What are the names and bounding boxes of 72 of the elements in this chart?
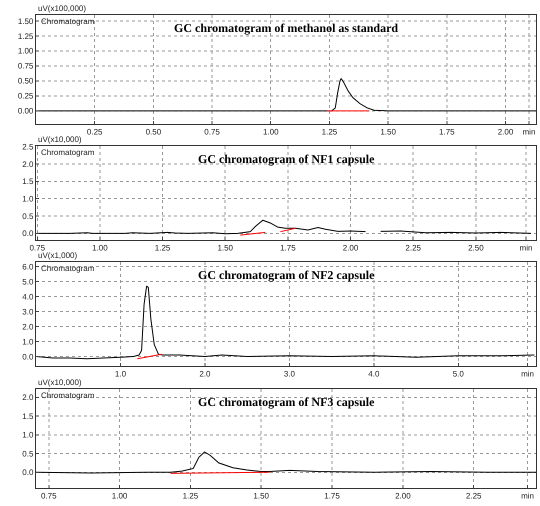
x-tick-label: 1.50: [380, 128, 396, 137]
x-tick-label: 1.75: [324, 492, 340, 501]
x-tick-label: 1.0: [114, 370, 127, 379]
y-tick-label: 1.0: [22, 194, 34, 204]
y-tick-label: 0.5: [22, 212, 34, 221]
y-tick-label: 0.75: [18, 62, 34, 71]
x-tick-label: 0.75: [40, 492, 58, 501]
x-tick-label: 4.0: [368, 370, 380, 379]
y-axis-title: uV(x1,000): [38, 251, 78, 260]
y-axis-title: uV(x10,000): [38, 378, 82, 387]
x-tick-label: min: [521, 370, 534, 379]
y-tick-label: 0.0: [22, 229, 34, 238]
y-axis-title: uV(x100,000): [38, 4, 86, 13]
y-tick-label: 0.25: [18, 92, 34, 101]
y-tick-label: 2.5: [22, 142, 34, 152]
x-tick-label: 1.50: [217, 244, 234, 253]
y-tick-label: 1.0: [22, 430, 34, 440]
x-tick-label: 5.0: [452, 370, 464, 379]
x-tick-label: 1.75: [439, 128, 456, 137]
annotation: Chromatogram: [41, 148, 95, 157]
y-tick-label: 5.0: [22, 277, 34, 286]
annotation: Chromatogram: [41, 391, 95, 400]
y-tick-label: 1.5: [22, 412, 34, 421]
x-tick-label: 0.75: [204, 128, 220, 137]
x-tick-label: 2.00: [342, 244, 359, 253]
y-tick-label: 6.0: [22, 262, 34, 272]
annotation: Chromatogram: [41, 17, 95, 26]
y-tick-label: 1.25: [18, 32, 34, 41]
line-series: [36, 452, 536, 474]
text: GC chromatogram of methanol as standard: [174, 21, 398, 35]
x-tick-label: 3.0: [284, 370, 296, 379]
text: GC chromatogram of NF2 capsule: [198, 268, 376, 282]
y-tick-label: 0.50: [18, 76, 34, 86]
line-series: [36, 78, 536, 112]
y-tick-label: 0.0: [22, 468, 34, 478]
x-tick-label: 2.50: [468, 244, 484, 253]
x-tick-label: 0.25: [86, 128, 104, 137]
y-tick-label: 0.00: [18, 106, 34, 116]
line-series: [36, 286, 535, 360]
x-tick-label: min: [521, 492, 534, 501]
x-tick-label: 1.75: [280, 244, 296, 253]
x-tick-label: 2.00: [498, 128, 514, 137]
x-tick-label: 1.25: [182, 492, 199, 501]
x-tick-label: 1.25: [322, 128, 338, 137]
y-tick-label: 1.50: [18, 16, 34, 26]
text: GC chromatogram of NF3 capsule: [198, 395, 376, 409]
x-tick-label: 0.50: [146, 128, 162, 137]
x-tick-label: 2.00: [395, 492, 412, 501]
x-tick-label: 1.00: [92, 244, 108, 253]
x-tick-label: min: [520, 244, 532, 253]
y-tick-label: 3.0: [22, 307, 34, 316]
x-tick-label: 2.25: [405, 244, 422, 253]
x-tick-label: 2.0: [199, 370, 212, 379]
y-tick-label: 2.0: [22, 322, 34, 332]
y-tick-label: 4.0: [22, 292, 34, 302]
x-tick-label: 0.75: [29, 244, 46, 253]
x-tick-label: 2.25: [466, 492, 482, 501]
y-tick-label: 2.0: [22, 393, 34, 402]
y-axis-title: uV(x10,000): [38, 135, 82, 144]
x-tick-label: 1.25: [154, 244, 171, 253]
y-tick-label: 2.0: [22, 160, 34, 169]
x-tick-label: 1.00: [112, 492, 128, 501]
x-tick-label: 1.00: [262, 128, 280, 137]
x-tick-label: 1.50: [253, 492, 270, 501]
y-tick-label: 1.5: [22, 177, 34, 186]
text: GC chromatogram of NF1 capsule: [198, 152, 376, 166]
y-tick-label: 1.00: [18, 46, 34, 56]
y-tick-label: 0.5: [22, 449, 34, 458]
y-tick-label: 1.0: [22, 337, 34, 346]
y-tick-label: 0.0: [22, 352, 34, 362]
annotation: Chromatogram: [41, 264, 95, 273]
x-tick-label: min: [522, 128, 536, 137]
